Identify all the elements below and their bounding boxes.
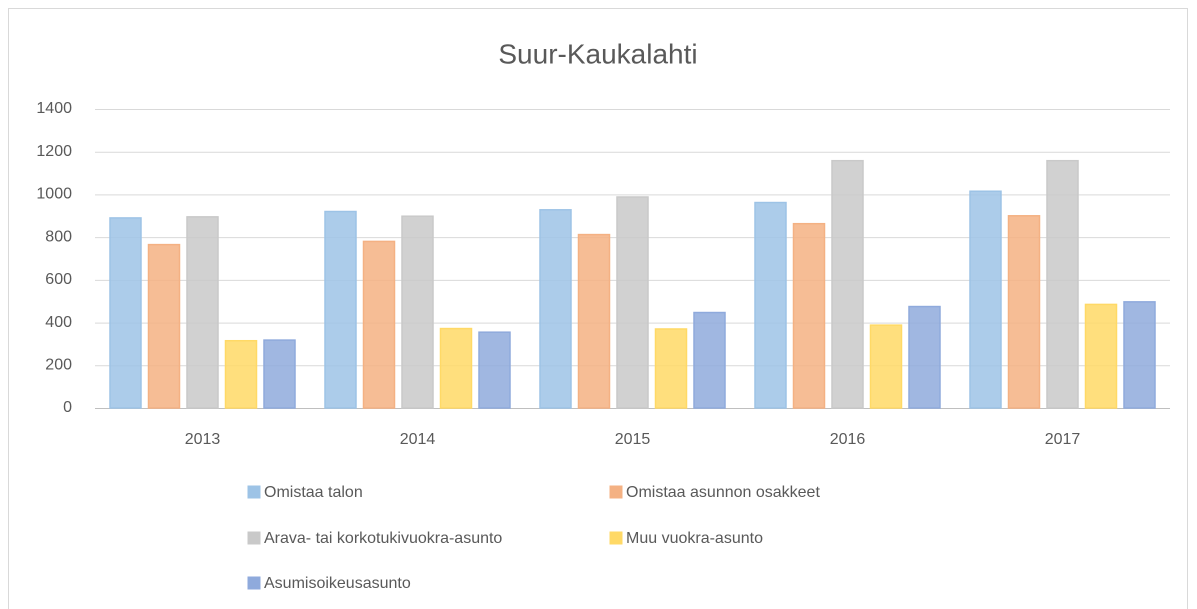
bar: [539, 209, 572, 409]
chart-title: Suur-Kaukalahti: [498, 38, 697, 69]
legend-swatch: [247, 485, 261, 499]
legend-swatch: [247, 531, 261, 545]
bar: [439, 327, 473, 409]
bar: [109, 217, 142, 409]
bar: [693, 311, 726, 409]
y-tick-label: 600: [45, 271, 72, 288]
bar: [831, 159, 864, 409]
x-tick-label: 2013: [185, 431, 221, 448]
legend-label: Asumisoikeusasunto: [264, 575, 411, 592]
y-tick-label: 1000: [36, 186, 72, 203]
x-tick-label: 2015: [615, 431, 651, 448]
legend-label: Arava- tai korkotukivuokra-asunto: [264, 530, 502, 547]
bar: [616, 196, 649, 409]
bar: [908, 305, 941, 409]
bar: [754, 201, 787, 409]
bar: [478, 331, 511, 409]
bar: [792, 222, 826, 409]
bar: [224, 339, 258, 409]
bar: [1123, 301, 1156, 409]
y-tick-label: 800: [45, 228, 72, 245]
x-tick-label: 2014: [400, 431, 436, 448]
legend-swatch: [247, 576, 261, 590]
bar: [401, 215, 434, 409]
legend-label: Muu vuokra-asunto: [626, 530, 763, 547]
x-tick-label: 2016: [830, 431, 866, 448]
legend-label: Omistaa asunnon osakkeet: [626, 484, 820, 501]
y-tick-label: 1200: [36, 143, 72, 160]
x-tick-label: 2017: [1045, 431, 1081, 448]
legend-swatch: [609, 485, 623, 499]
bar: [869, 324, 903, 409]
bar: [186, 216, 219, 409]
y-tick-label: 1400: [36, 100, 72, 117]
y-tick-label: 200: [45, 357, 72, 374]
y-tick-label: 0: [63, 399, 72, 416]
bar: [969, 190, 1002, 409]
bar: [1084, 303, 1118, 409]
bar: [1046, 159, 1079, 409]
bar: [147, 243, 181, 409]
bar: [577, 233, 611, 409]
bar: [654, 328, 688, 409]
bar: [263, 339, 296, 409]
legend-swatch: [609, 531, 623, 545]
legend-label: Omistaa talon: [264, 484, 363, 501]
bar: [1007, 215, 1041, 409]
bar: [362, 240, 396, 409]
bar: [324, 210, 357, 409]
y-tick-label: 400: [45, 314, 72, 331]
